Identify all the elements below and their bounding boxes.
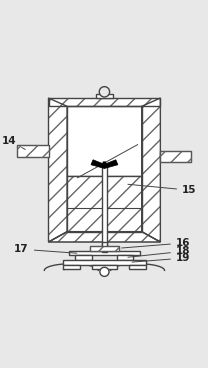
Text: 15: 15	[128, 184, 197, 195]
Polygon shape	[63, 259, 146, 265]
Polygon shape	[48, 231, 160, 242]
Polygon shape	[102, 166, 107, 251]
Text: 16: 16	[122, 238, 190, 248]
Polygon shape	[63, 265, 80, 269]
Circle shape	[99, 86, 110, 97]
Polygon shape	[67, 106, 142, 176]
Polygon shape	[96, 94, 113, 98]
Text: 14: 14	[2, 135, 25, 149]
Polygon shape	[69, 251, 140, 255]
Polygon shape	[67, 176, 142, 231]
Text: 17: 17	[14, 244, 77, 254]
Polygon shape	[160, 151, 191, 162]
Polygon shape	[104, 160, 118, 169]
Polygon shape	[129, 265, 146, 269]
Polygon shape	[102, 242, 107, 252]
Polygon shape	[142, 98, 160, 242]
Polygon shape	[76, 255, 92, 259]
Polygon shape	[92, 265, 117, 269]
Polygon shape	[90, 246, 119, 251]
Text: 18: 18	[128, 246, 190, 257]
Polygon shape	[117, 255, 133, 259]
Polygon shape	[91, 160, 104, 169]
Polygon shape	[48, 98, 160, 106]
Text: 19: 19	[132, 253, 190, 263]
Polygon shape	[48, 98, 67, 242]
Circle shape	[100, 267, 109, 276]
Polygon shape	[17, 145, 48, 157]
Polygon shape	[102, 162, 107, 165]
